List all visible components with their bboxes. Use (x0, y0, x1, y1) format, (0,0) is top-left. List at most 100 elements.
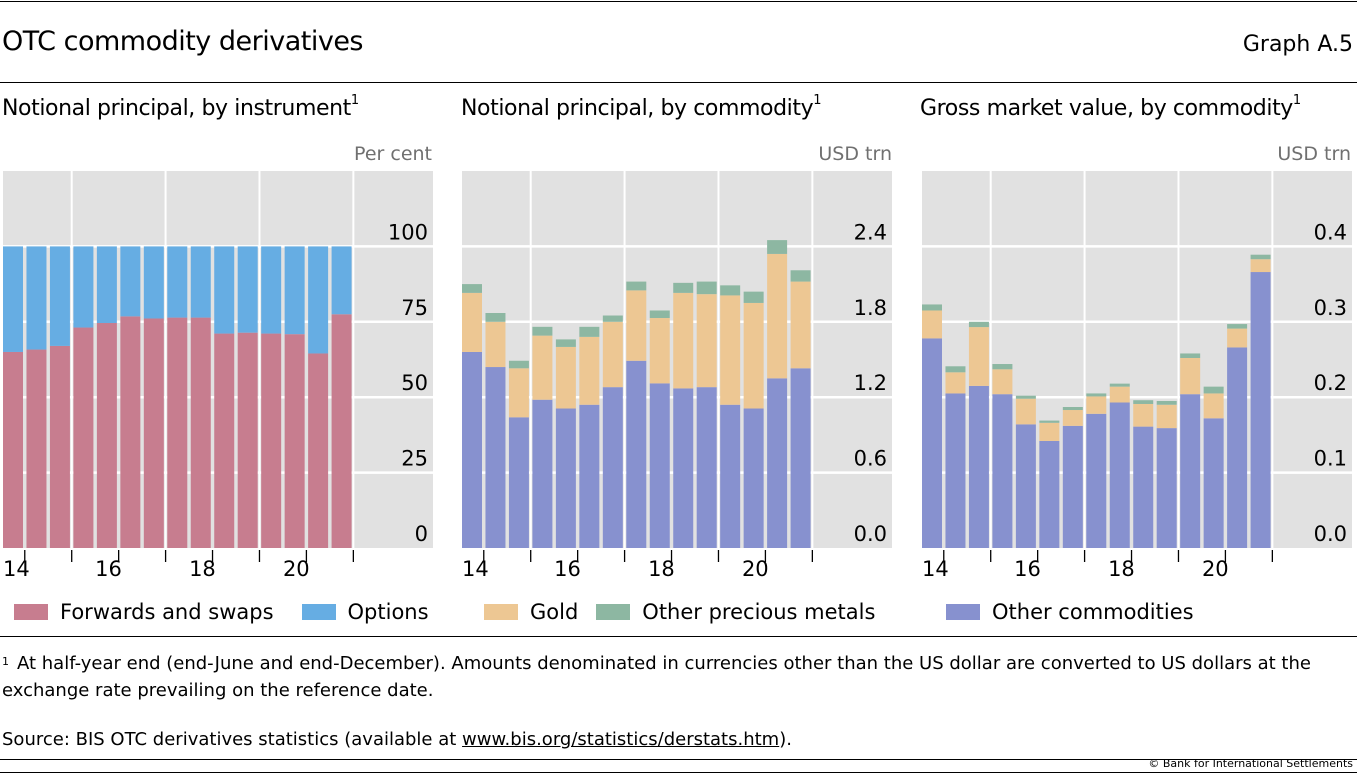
bar-segment-gold (720, 295, 741, 405)
panel-3-title: Gross market value, by commodity1 (920, 93, 1301, 121)
source-link[interactable]: www.bis.org/statistics/derstats.htm (462, 729, 780, 750)
bar-segment-other-precious-metals (968, 321, 989, 328)
x-tick-label: 18 (648, 557, 675, 581)
bar-segment-other-precious-metals (1062, 407, 1083, 411)
x-tick-label: 14 (922, 557, 949, 581)
bar-segment-options (143, 246, 164, 319)
x-tick-label: 16 (1014, 557, 1041, 581)
panel-3-unit: USD trn (1277, 143, 1351, 165)
bar-segment-other-commodities (767, 378, 788, 548)
bar-segment-gold (1133, 403, 1154, 427)
bar-segment-other-precious-metals (1203, 386, 1224, 394)
bar-segment-other-precious-metals (743, 291, 764, 303)
bar-segment-gold (1086, 396, 1107, 414)
bar-segment-gold (743, 302, 764, 409)
bar-segment-other-precious-metals (1015, 395, 1036, 399)
y-tick-label: 100 (388, 220, 428, 244)
x-tick-label: 14 (3, 557, 30, 581)
y-tick-label: 0.4 (1314, 220, 1347, 244)
bar-segment-other-commodities (462, 351, 482, 548)
bar-segment-options (120, 246, 141, 317)
bar-segment-other-commodities (532, 399, 553, 548)
bottom-rule-2 (0, 772, 1357, 773)
bar-segment-other-commodities (1156, 428, 1177, 548)
legend-panel-3: Other commodities (946, 600, 1222, 624)
bar-segment-gold (673, 292, 694, 389)
source-suffix: ). (779, 729, 792, 750)
bar-segment-gold (602, 321, 623, 388)
bar-segment-forwards-and-swaps (73, 327, 94, 548)
graph-number: Graph A.5 (1242, 32, 1353, 57)
x-tick-label: 20 (283, 557, 310, 581)
bar-segment-other-precious-metals (696, 281, 717, 295)
bar-segment-other-precious-metals (508, 360, 529, 369)
bar-segment-other-precious-metals (1250, 254, 1271, 260)
bar-segment-other-precious-metals (1039, 420, 1060, 423)
bar-segment-other-precious-metals (649, 310, 670, 319)
bar-segment-gold (1180, 357, 1201, 395)
legend-label: Gold (530, 600, 579, 624)
bar-segment-options (167, 246, 188, 318)
bar-segment-gold (767, 253, 788, 379)
bar-segment-forwards-and-swaps (331, 314, 352, 548)
footnote-ref: 1 (350, 93, 359, 108)
y-tick-label: 50 (401, 371, 428, 395)
bar-segment-gold (508, 368, 529, 418)
legend-swatch-gold (484, 604, 518, 620)
bar-segment-gold (1062, 410, 1083, 426)
panel-3-title-text: Gross market value, by commodity (920, 96, 1293, 121)
bar-segment-other-commodities (922, 338, 942, 548)
bar-segment-other-commodities (790, 368, 811, 548)
bar-segment-other-commodities (673, 388, 694, 548)
bar-segment-other-commodities (485, 367, 506, 548)
bar-segment-forwards-and-swaps (49, 345, 70, 548)
bar-segment-other-precious-metals (485, 313, 506, 322)
chart-gross-market-value: 0.0 0.1 0.2 0.3 0.4 14 16 18 20 (922, 171, 1352, 581)
graph-title: OTC commodity derivatives (2, 26, 364, 57)
bar-segment-options (190, 246, 211, 318)
bar-segment-forwards-and-swaps (120, 316, 141, 548)
bar-segment-options (96, 246, 117, 324)
legend-label: Other commodities (992, 600, 1194, 624)
bar-segment-options (284, 246, 305, 335)
x-tick-label: 16 (554, 557, 581, 581)
bar-segment-gold (968, 327, 989, 386)
legend-swatch-other-commodities (946, 604, 980, 620)
copyright: © Bank for International Settlements (1148, 757, 1353, 770)
legend-item-gold: Gold (484, 600, 578, 624)
bar-segment-other-commodities (1086, 413, 1107, 548)
legend-swatch-other-precious-metals (596, 604, 631, 620)
panel-1-title-text: Notional principal, by instrument (2, 96, 351, 121)
bar-segment-gold (992, 369, 1013, 395)
bar-segment-gold (626, 290, 647, 361)
bar-segment-gold (1015, 398, 1036, 425)
footnote-marker: 1 (2, 655, 9, 668)
panel-1-unit: Per cent (354, 143, 432, 165)
bar-segment-gold (579, 336, 600, 405)
x-tick-label: 20 (1202, 557, 1229, 581)
legend-item-forwards-and-swaps: Forwards and swaps (14, 600, 274, 624)
bar-segment-other-commodities (579, 404, 600, 548)
panel-2-title: Notional principal, by commodity1 (461, 93, 822, 121)
y-tick-label: 0.6 (854, 447, 887, 471)
bar-segment-other-commodities (508, 417, 529, 548)
chart-instrument: 0 25 50 75 100 14 16 18 20 (3, 171, 433, 581)
legend-panel-1: Forwards and swaps Options (14, 600, 457, 624)
legend-panel-2: Gold Other precious metals (484, 600, 903, 624)
y-tick-label: 0.1 (1314, 447, 1347, 471)
legend-swatch-options (301, 604, 336, 620)
footnote: 1 At half-year end (end-June and end-Dece… (2, 650, 1356, 704)
bar-segment-gold (555, 346, 576, 409)
panel-2-title-text: Notional principal, by commodity (461, 96, 814, 121)
bar-segment-other-commodities (602, 387, 623, 548)
legend-swatch-forwards (14, 604, 48, 620)
bar-segment-other-precious-metals (767, 240, 788, 254)
bar-segment-forwards-and-swaps (96, 323, 117, 548)
bar-segment-options (308, 246, 329, 354)
bar-segment-other-precious-metals (626, 281, 647, 291)
bar-segment-other-commodities (992, 394, 1013, 548)
bar-segment-forwards-and-swaps (308, 353, 329, 548)
bar-segment-gold (1203, 393, 1224, 419)
bar-segment-forwards-and-swaps (26, 349, 47, 548)
bar-segment-other-precious-metals (602, 315, 623, 322)
